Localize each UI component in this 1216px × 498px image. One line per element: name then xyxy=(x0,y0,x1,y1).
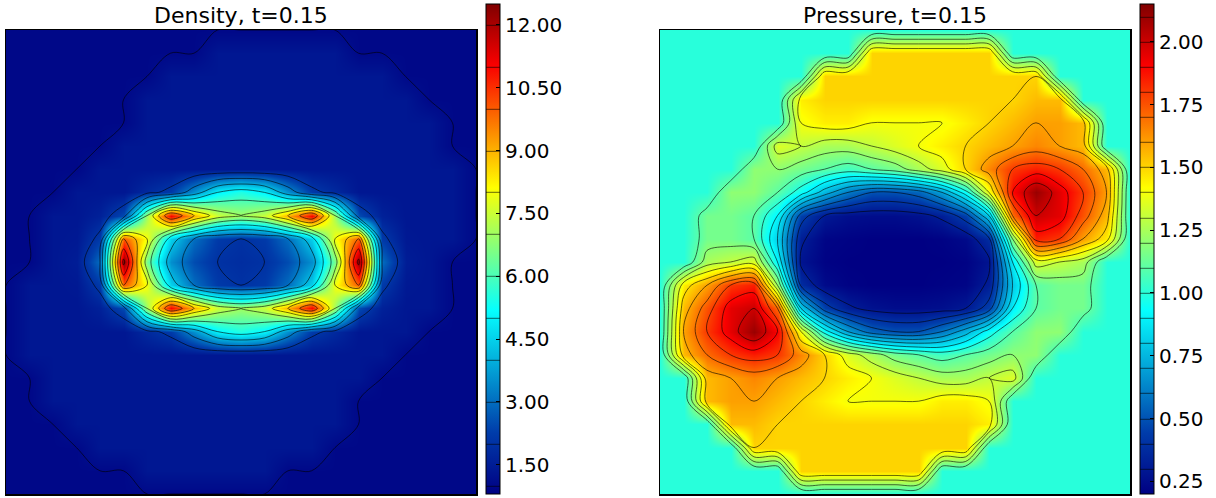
svg-text:1.75: 1.75 xyxy=(1159,93,1204,117)
svg-text:10.50: 10.50 xyxy=(505,76,562,100)
svg-text:3.00: 3.00 xyxy=(505,390,550,414)
svg-text:12.00: 12.00 xyxy=(505,13,562,37)
svg-text:1.00: 1.00 xyxy=(1159,281,1204,305)
svg-text:7.50: 7.50 xyxy=(505,201,550,225)
svg-text:1.50: 1.50 xyxy=(505,453,550,477)
svg-text:4.50: 4.50 xyxy=(505,327,550,351)
svg-text:9.00: 9.00 xyxy=(505,139,550,163)
svg-text:2.00: 2.00 xyxy=(1159,30,1204,54)
svg-text:6.00: 6.00 xyxy=(505,264,550,288)
svg-text:0.50: 0.50 xyxy=(1159,407,1204,431)
svg-text:0.25: 0.25 xyxy=(1159,469,1204,493)
svg-text:0.75: 0.75 xyxy=(1159,344,1204,368)
svg-text:Density, t=0.15: Density, t=0.15 xyxy=(154,3,328,28)
svg-text:1.50: 1.50 xyxy=(1159,155,1204,179)
svg-text:1.25: 1.25 xyxy=(1159,218,1204,242)
svg-text:Pressure, t=0.15: Pressure, t=0.15 xyxy=(803,3,987,28)
